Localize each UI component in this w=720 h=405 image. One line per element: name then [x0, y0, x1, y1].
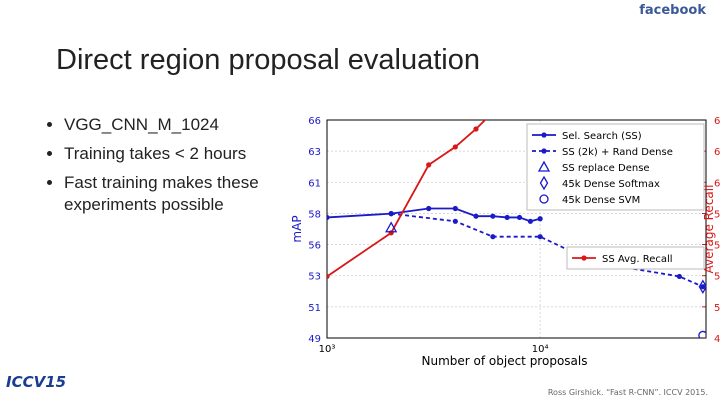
- point: [452, 218, 458, 224]
- y-tick-label: 49: [308, 334, 321, 345]
- point: [541, 132, 547, 138]
- y-tick-label: 63: [308, 147, 321, 158]
- point: [698, 330, 706, 338]
- slide-title: Direct region proposal evaluation: [56, 44, 480, 76]
- y2-tick-label: 53: [714, 272, 720, 283]
- point: [539, 175, 549, 191]
- y-tick-label: 61: [308, 178, 321, 189]
- point: [452, 144, 458, 150]
- legend-label: SS (2k) + Rand Dense: [562, 147, 673, 158]
- bullet: VGG_CNN_M_1024: [64, 114, 314, 136]
- series-line: [327, 120, 487, 278]
- y2-tick-label: 58: [714, 209, 720, 220]
- y-tick-label: 66: [308, 116, 321, 127]
- point: [527, 218, 533, 224]
- y2-tick-label: 51: [714, 303, 720, 314]
- y2-tick-label: 66: [714, 116, 720, 127]
- point: [676, 273, 682, 280]
- point: [537, 160, 551, 172]
- point: [426, 205, 432, 212]
- point: [473, 213, 479, 219]
- legend-box: [566, 246, 705, 270]
- x-axis-label: Number of object proposals: [422, 354, 588, 368]
- point: [700, 284, 706, 290]
- logo: ICCV15: [6, 373, 67, 391]
- point: [516, 214, 523, 221]
- bullet: Training takes < 2 hours: [64, 143, 314, 165]
- point: [452, 205, 458, 212]
- y-tick-label: 56: [308, 241, 321, 252]
- y2-tick-label: 49: [714, 334, 720, 345]
- bullet: Fast training makes these experiments po…: [64, 172, 314, 216]
- point: [490, 213, 496, 219]
- legend-box: [526, 123, 705, 211]
- legend-label: SS replace Dense: [562, 163, 650, 174]
- y2-tick-label: 56: [714, 241, 720, 252]
- point: [541, 148, 547, 154]
- plot-area: [327, 110, 706, 338]
- series-line: [327, 207, 541, 223]
- point: [490, 110, 495, 115]
- point: [537, 234, 543, 240]
- point: [473, 126, 479, 132]
- point: [385, 221, 398, 233]
- y2-axis-label: Average Recall: [702, 185, 716, 274]
- point: [490, 234, 496, 240]
- brand: facebook: [639, 3, 706, 18]
- point: [539, 194, 549, 204]
- y-tick-label: 58: [308, 209, 321, 220]
- x-tick-label: 10⁴: [532, 344, 549, 355]
- y-tick-label: 53: [308, 272, 321, 283]
- citation: Ross Girshick. “Fast R-CNN”. ICCV 2015.: [547, 388, 708, 397]
- legend-label: 45k Dense Softmax: [562, 179, 660, 190]
- point: [327, 273, 330, 280]
- y-axis-label: mAP: [290, 215, 304, 242]
- point: [581, 255, 587, 261]
- point: [537, 216, 543, 222]
- y2-tick-label: 63: [714, 147, 720, 158]
- point: [388, 230, 394, 236]
- point: [698, 279, 706, 294]
- point: [327, 214, 330, 221]
- legend-label: Sel. Search (SS): [562, 131, 642, 142]
- legend-label: 45k Dense SVM: [562, 195, 640, 206]
- point: [504, 214, 510, 221]
- plot-frame: [326, 119, 707, 339]
- y-tick-label: 51: [308, 303, 321, 314]
- x-tick-label: 10³: [319, 344, 336, 355]
- point: [388, 211, 394, 217]
- point: [426, 162, 432, 168]
- bullets: VGG_CNN_M_1024 Training takes < 2 hours …: [42, 114, 314, 216]
- y2-tick-label: 61: [714, 178, 720, 189]
- legend-label: SS Avg. Recall: [602, 254, 673, 265]
